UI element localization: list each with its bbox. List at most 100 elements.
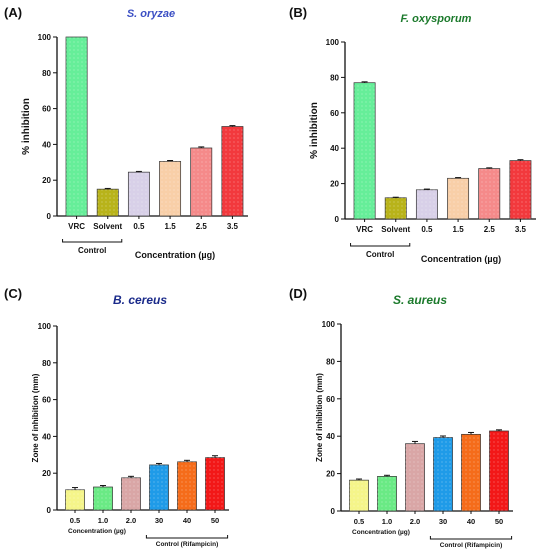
- x-axis-label: Concentration (µg): [135, 250, 215, 260]
- y-tick-label: 100: [322, 320, 336, 329]
- category-label: 3.5: [227, 222, 239, 231]
- category-label: 30: [155, 516, 163, 525]
- category-label: 30: [439, 517, 447, 526]
- y-tick-label: 40: [42, 140, 51, 149]
- panel-letter: (D): [289, 286, 307, 301]
- y-tick-label: 40: [330, 144, 339, 153]
- category-label: 0.5: [133, 222, 145, 231]
- category-label: 50: [495, 517, 503, 526]
- category-label: 2.0: [126, 516, 136, 525]
- group-label: Control: [78, 246, 106, 255]
- bar-texture: [190, 147, 212, 216]
- bar-texture: [478, 168, 500, 219]
- category-label: 1.0: [98, 516, 108, 525]
- y-axis-label: % inhibition: [309, 102, 320, 159]
- y-tick-label: 20: [42, 176, 51, 185]
- category-label: 2.0: [410, 517, 420, 526]
- panel-d: (D) S. aureus 0 20 40 60 80 100 0.5 1.0 2.0 30 40 5…: [289, 286, 513, 549]
- panel-letter: (A): [4, 5, 22, 20]
- chart-title: S. aureus: [393, 293, 447, 307]
- category-label: 0.5: [354, 517, 364, 526]
- y-tick-label: 20: [330, 180, 339, 189]
- category-label: 1.5: [165, 222, 177, 231]
- bar-texture: [461, 434, 481, 511]
- y-tick-label: 20: [326, 470, 335, 479]
- chart-title: B. cereus: [113, 293, 167, 307]
- bar-texture: [93, 487, 113, 510]
- y-tick-label: 60: [330, 109, 339, 118]
- group-bracket: [350, 243, 411, 247]
- category-label: 50: [211, 516, 219, 525]
- y-axis-label: Zone of inhibition (mm): [315, 373, 324, 462]
- category-label: 2.5: [196, 222, 208, 231]
- y-tick-label: 80: [326, 357, 335, 366]
- group-bracket: [62, 239, 123, 243]
- x-axis-label: Concentration (µg): [421, 254, 501, 264]
- bar-texture: [447, 178, 469, 219]
- y-tick-label: 60: [326, 395, 335, 404]
- group-label: Control (Rifampicin): [156, 541, 218, 548]
- category-label: 0.5: [70, 516, 80, 525]
- y-tick-label: 0: [47, 506, 52, 515]
- bar-texture: [128, 172, 150, 216]
- y-axis-label: % inhibition: [21, 98, 32, 155]
- category-label: 2.5: [484, 225, 496, 234]
- y-tick-label: 0: [47, 212, 52, 221]
- plot-area: 0 20 40 60 80 100 VRC Solvent 0.5 1.5 2.5 3.5 Contro…: [21, 33, 248, 260]
- x-axis-label: Concentration (µg): [68, 528, 126, 535]
- bar-texture: [97, 189, 119, 216]
- category-label: 0.5: [421, 225, 433, 234]
- panel-letter: (B): [289, 5, 307, 20]
- y-tick-label: 100: [38, 322, 52, 331]
- plot-area: 0 20 40 60 80 100 0.5 1.0 2.0 30 40 50 Control (Rifa…: [31, 322, 229, 548]
- plot-area: 0 20 40 60 80 100 0.5 1.0 2.0 30 40 50 Control (Rifa…: [315, 320, 513, 549]
- bar-texture: [65, 37, 88, 216]
- y-tick-label: 20: [42, 469, 51, 478]
- group-bracket: [145, 535, 229, 539]
- y-tick-label: 100: [38, 33, 52, 42]
- category-label: Solvent: [93, 222, 122, 231]
- category-label: 40: [467, 517, 475, 526]
- group-label: Control (Rifampicin): [440, 542, 502, 549]
- chart-title: F. oxysporum: [401, 13, 472, 25]
- y-tick-label: 40: [42, 432, 51, 441]
- bar-texture: [416, 189, 438, 219]
- category-label: 1.5: [453, 225, 465, 234]
- category-label: VRC: [356, 225, 373, 234]
- category-label: 3.5: [515, 225, 527, 234]
- y-tick-label: 40: [326, 432, 335, 441]
- bar-texture: [489, 430, 509, 511]
- x-axis-label: Concentration (µg): [352, 529, 410, 536]
- group-label: Control: [366, 250, 394, 259]
- bar-texture: [177, 461, 197, 510]
- panel-c: (C) B. cereus 0 20 40 60 80 100 0.5 1.0 2.0 30 40 5…: [4, 286, 229, 548]
- y-tick-label: 80: [42, 359, 51, 368]
- y-tick-label: 80: [42, 69, 51, 78]
- y-tick-label: 100: [326, 38, 340, 47]
- panel-a: (A) S. oryzae 0 20 40 60 80 100 VRC Solvent 0.5 1…: [4, 5, 248, 260]
- y-axis-label: Zone of inhibition (mm): [31, 373, 40, 462]
- y-tick-label: 60: [42, 396, 51, 405]
- category-label: 1.0: [382, 517, 392, 526]
- bar-texture: [221, 126, 244, 216]
- bar-texture: [385, 197, 407, 219]
- y-tick-label: 0: [335, 215, 340, 224]
- chart-title: S. oryzae: [127, 8, 175, 20]
- category-label: 40: [183, 516, 191, 525]
- bar-texture: [65, 489, 85, 510]
- bar-texture: [205, 457, 225, 510]
- y-tick-label: 80: [330, 73, 339, 82]
- y-tick-label: 0: [331, 507, 336, 516]
- category-label: VRC: [68, 222, 85, 231]
- bar-texture: [433, 437, 453, 511]
- y-tick-label: 60: [42, 105, 51, 114]
- bar-texture: [405, 443, 425, 511]
- bar-texture: [149, 464, 169, 510]
- bar-texture: [377, 476, 397, 511]
- bar-texture: [353, 82, 376, 220]
- panel-letter: (C): [4, 286, 22, 301]
- bar-texture: [349, 480, 369, 511]
- bar-texture: [159, 161, 181, 216]
